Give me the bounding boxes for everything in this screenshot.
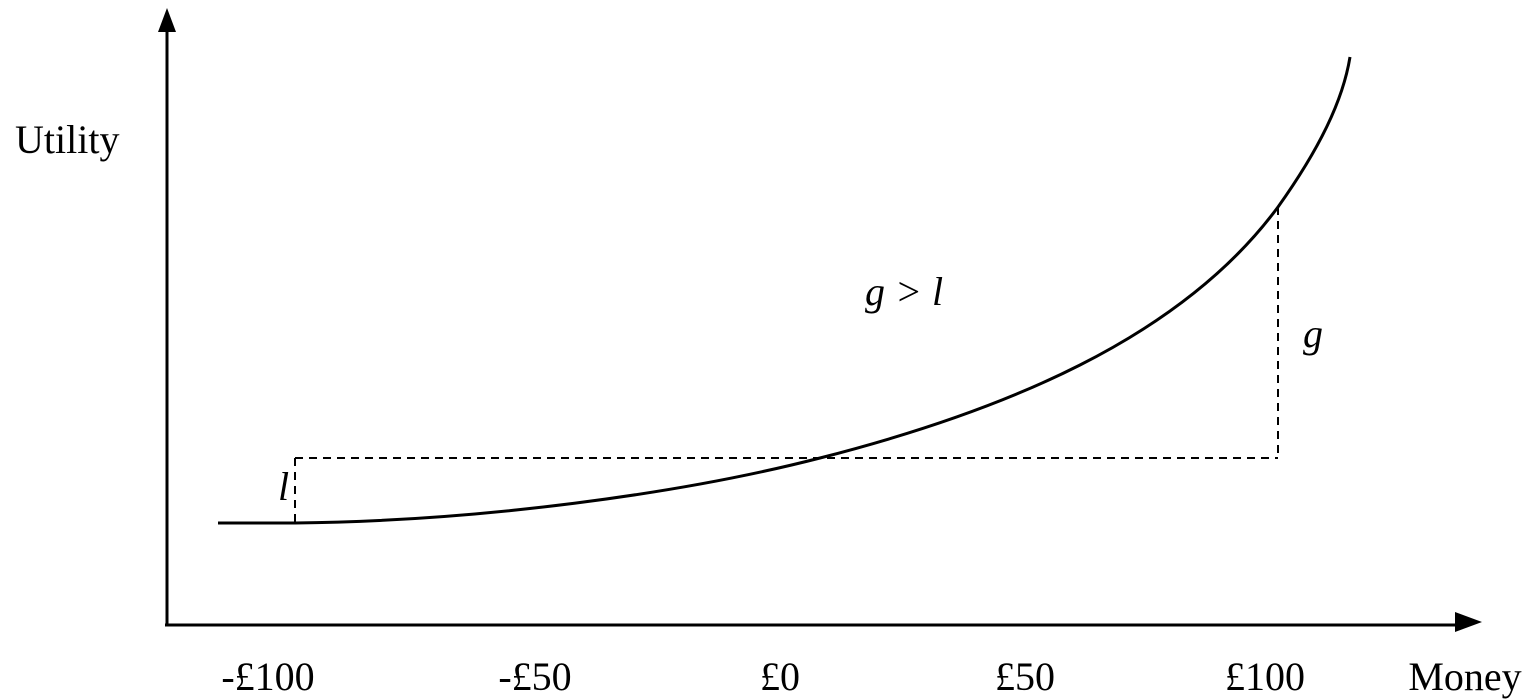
x-tick-label: -£50 <box>498 654 571 699</box>
utility-curve <box>218 56 1352 525</box>
gain-label: g <box>1303 311 1323 356</box>
y-axis-label: Utility <box>15 117 119 162</box>
comparison-label: g > l <box>865 269 943 314</box>
x-tick-label: £50 <box>995 654 1055 699</box>
x-tick-label: £100 <box>1225 654 1305 699</box>
x-axis-arrow <box>1455 612 1482 632</box>
y-axis-arrow <box>158 8 176 32</box>
loss-label: l <box>278 464 289 509</box>
x-tick-label: £0 <box>760 654 800 699</box>
x-axis-label: Money <box>1408 654 1521 699</box>
x-tick-label: -£100 <box>221 654 314 699</box>
